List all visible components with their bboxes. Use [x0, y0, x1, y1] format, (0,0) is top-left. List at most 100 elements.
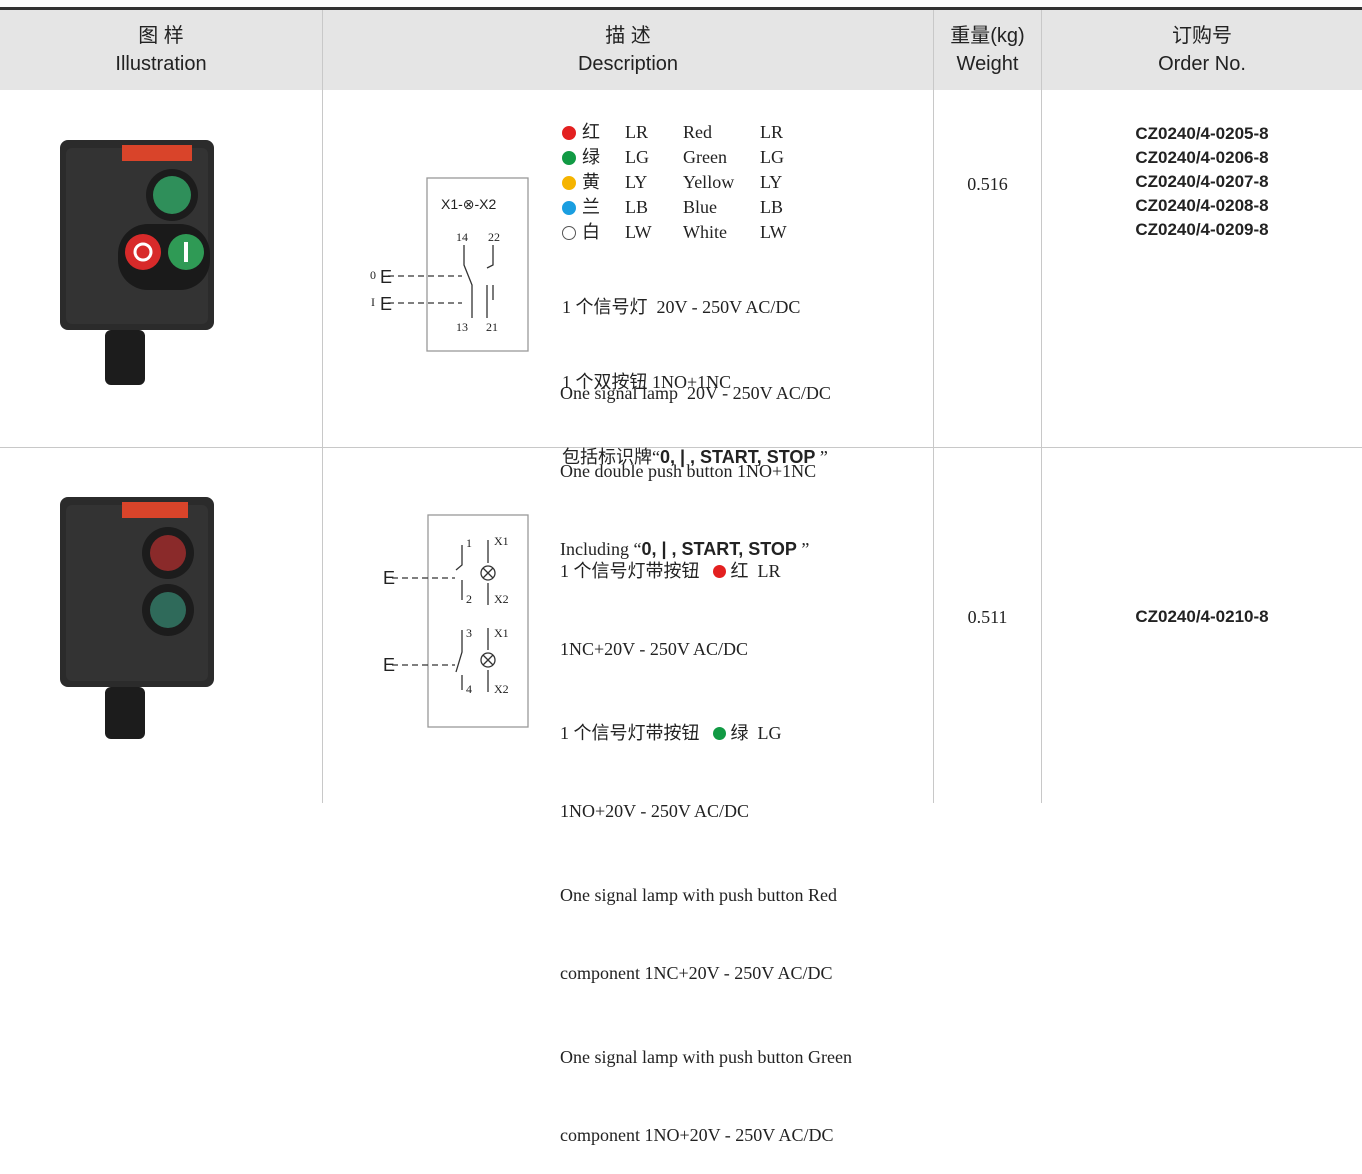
diagram-label: X2 — [494, 682, 509, 696]
text: 1 个信号灯带按钮 — [560, 723, 700, 743]
diagram-label: 21 — [486, 320, 498, 334]
text: LW — [625, 222, 652, 242]
text-line: One signal lamp 20V - 250V AC/DC — [560, 383, 831, 403]
diagram-label: 14 — [456, 230, 468, 244]
diagram-label: 3 — [466, 626, 472, 640]
order-no: CZ0240/4-0206-8 — [1135, 148, 1269, 167]
color-dot — [713, 727, 726, 740]
color-dot — [562, 176, 576, 190]
header-cell: 订购号 Order No. — [1042, 10, 1362, 90]
text: 兰 — [582, 197, 600, 217]
order-list: CZ0240/4-0210-8 — [1042, 605, 1362, 629]
text-line: component 1NO+20V - 250V AC/DC — [560, 1125, 834, 1145]
bold-text: 0, | , START, STOP — [641, 539, 797, 559]
product-image — [60, 497, 214, 739]
diagram-label: 13 — [456, 320, 468, 334]
diagram-label: X1 — [494, 626, 509, 640]
text: 绿 — [730, 723, 749, 743]
text: 黄 — [582, 172, 600, 192]
text: 包括标识牌“ — [562, 447, 660, 467]
diagram-label: I — [371, 295, 375, 309]
diagram-label: X1-⊗-X2 — [441, 196, 497, 212]
text-line: Including “0, | , START, STOP ” — [560, 536, 831, 562]
text: Red — [683, 122, 712, 142]
diagram-e: E — [383, 568, 396, 588]
header-zh: 图 样 — [138, 25, 184, 47]
text: Blue — [683, 197, 717, 217]
text-line: 1NO+20V - 250V AC/DC — [560, 801, 750, 821]
text-line: One signal lamp with push button Red — [560, 885, 837, 905]
header-zh: 订购号 — [1172, 25, 1232, 47]
zh-description: 1 个信号灯 20V - 250V AC/DC 1 个双按钮 1NO+1NC 包… — [562, 245, 828, 495]
color-dot — [562, 126, 576, 140]
color-dot — [713, 565, 726, 578]
diagram-label: 22 — [488, 230, 500, 244]
text: LB — [625, 197, 649, 217]
text-line: 1 个信号灯带按钮 红 LR — [560, 558, 852, 584]
text-line: One signal lamp with push button Green — [560, 1047, 852, 1067]
text-line: 包括标识牌“0, | , START, STOP ” — [562, 445, 828, 470]
diagram-e: E — [380, 267, 393, 287]
text: LG — [760, 147, 784, 167]
en-description: One signal lamp 20V - 250V AC/DC One dou… — [560, 328, 831, 588]
header-en: Weight — [956, 53, 1019, 75]
text-line: 1 个双按钮 1NO+1NC — [562, 372, 732, 392]
diagram-label: X1 — [494, 534, 509, 548]
product-image — [60, 140, 214, 385]
order-no: CZ0240/4-0208-8 — [1135, 196, 1269, 215]
text: LG — [757, 723, 782, 743]
color-dot — [562, 226, 576, 240]
diagram-label: X2 — [494, 592, 509, 606]
text: 红 — [582, 122, 600, 142]
diagram-label: 0 — [370, 268, 376, 282]
diagram-label: 4 — [466, 682, 472, 696]
header-en: Illustration — [115, 53, 207, 75]
zh-description: 1 个信号灯带按钮 红 LR 1NC+20V - 250V AC/DC 1 个信… — [560, 506, 852, 1174]
color-dot — [562, 151, 576, 165]
text: Including “ — [560, 539, 642, 559]
text: White — [683, 222, 727, 242]
order-no: CZ0240/4-0209-8 — [1135, 220, 1269, 239]
header-en: Order No. — [1158, 53, 1246, 75]
text: Green — [683, 147, 727, 167]
text: 1 个信号灯带按钮 — [560, 561, 700, 581]
text-line: 1 个信号灯 20V - 250V AC/DC — [562, 297, 801, 317]
text-line: 1 个信号灯带按钮 绿 LG — [560, 720, 852, 746]
weight: 0.511 — [967, 607, 1008, 627]
weight: 0.516 — [967, 174, 1008, 194]
color-dot — [562, 201, 576, 215]
text: LR — [760, 122, 784, 142]
column-line — [322, 10, 323, 803]
text: LR — [757, 561, 781, 581]
header-zh: 描 述 — [605, 25, 651, 47]
header-zh: 重量(kg) — [950, 25, 1025, 47]
text-line: component 1NC+20V - 250V AC/DC — [560, 963, 833, 983]
text: LY — [760, 172, 783, 192]
text: ” — [815, 447, 828, 467]
column-line — [1041, 10, 1042, 803]
circuit-diagram — [388, 177, 529, 728]
row-line — [0, 447, 1362, 448]
text-line: 1NC+20V - 250V AC/DC — [560, 639, 749, 659]
text: ” — [796, 539, 810, 559]
order-list: CZ0240/4-0205-8 CZ0240/4-0206-8 CZ0240/4-0… — [1042, 122, 1362, 242]
drawings — [60, 140, 529, 739]
text: LR — [625, 122, 649, 142]
header-en: Description — [577, 53, 679, 75]
order-no: CZ0240/4-0210-8 — [1135, 607, 1269, 626]
header-cell: 描 述 Description — [323, 10, 933, 90]
bold-text: 0, | , START, STOP — [660, 447, 816, 467]
diagram-e: E — [383, 655, 396, 675]
header-cell: 重量(kg) Weight — [934, 10, 1041, 90]
text: LG — [625, 147, 649, 167]
text: Yellow — [683, 172, 735, 192]
diagram-label: 2 — [466, 592, 472, 606]
text-line: One double push button 1NO+1NC — [560, 461, 817, 481]
text: LY — [625, 172, 648, 192]
top-rule — [0, 0, 1362, 10]
diagram-label: 1 — [466, 536, 472, 550]
header-cell: 图 样 Illustration — [0, 10, 322, 90]
column-line — [933, 10, 934, 803]
text: LW — [760, 222, 787, 242]
text: 红 — [730, 561, 749, 581]
